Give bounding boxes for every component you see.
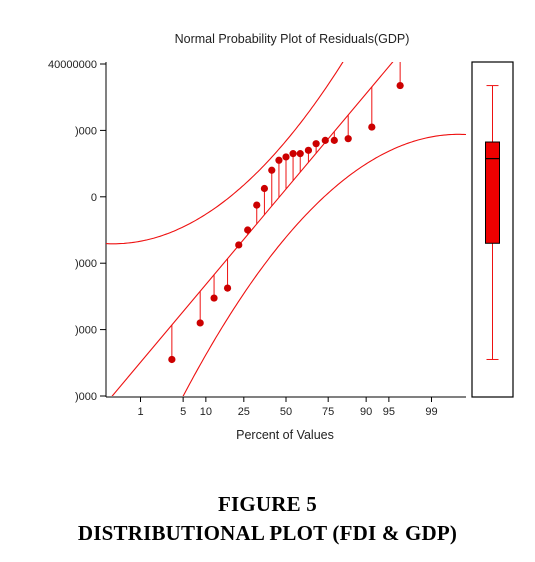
x-tick-label: 75 (322, 406, 334, 418)
y-tick-label: )000 (75, 258, 97, 270)
data-point (289, 150, 297, 158)
x-tick-label: 95 (383, 406, 395, 418)
data-point (210, 294, 218, 302)
x-tick-label: 10 (200, 406, 212, 418)
figure-label: FIGURE 5 (217, 492, 318, 516)
data-point (368, 123, 376, 131)
data-point (244, 226, 252, 234)
data-point (330, 136, 338, 144)
residual-lines (171, 62, 401, 360)
data-point (321, 136, 329, 144)
x-axis-ticks: 1 5 10 25 50 75 90 95 99 (137, 397, 438, 418)
data-point (312, 140, 320, 148)
y-tick-label: )000 (75, 325, 97, 337)
boxplot-box (485, 141, 500, 244)
distributional-plot: Normal Probability Plot of Residuals(GDP… (48, 32, 514, 442)
y-tick-label: 40000000 (48, 59, 97, 71)
data-point (268, 166, 276, 174)
data-point (344, 135, 352, 143)
y-axis-ticks: 40000000 )000 0 )000 )000 )000 (48, 59, 106, 403)
data-point (296, 150, 304, 158)
x-tick-label: 1 (137, 406, 143, 418)
upper-confidence-band (106, 62, 344, 245)
y-tick-label: )000 (75, 125, 97, 137)
data-point (235, 241, 243, 249)
data-point (260, 184, 269, 193)
boxplot (485, 85, 500, 360)
x-tick-label: 25 (238, 406, 250, 418)
reference-line (111, 62, 394, 396)
x-axis-label: Percent of Values (236, 428, 334, 442)
data-point (196, 319, 204, 327)
data-point (282, 153, 290, 161)
y-tick-label: )000 (75, 391, 97, 403)
data-point (396, 81, 404, 90)
chart-title: Normal Probability Plot of Residuals(GDP… (175, 32, 410, 46)
figure-caption: DISTRIBUTIONAL PLOT (FDI & GDP) (77, 521, 458, 545)
data-points (168, 81, 404, 364)
x-tick-label: 99 (425, 406, 437, 418)
data-point (223, 284, 232, 292)
data-point (304, 146, 313, 154)
lower-confidence-band (182, 133, 466, 396)
data-point (168, 355, 176, 364)
x-tick-label: 5 (180, 406, 186, 418)
data-point (275, 156, 283, 164)
data-point (253, 201, 261, 209)
x-tick-label: 90 (360, 406, 372, 418)
x-tick-label: 50 (280, 406, 292, 418)
y-tick-label: 0 (91, 192, 97, 204)
